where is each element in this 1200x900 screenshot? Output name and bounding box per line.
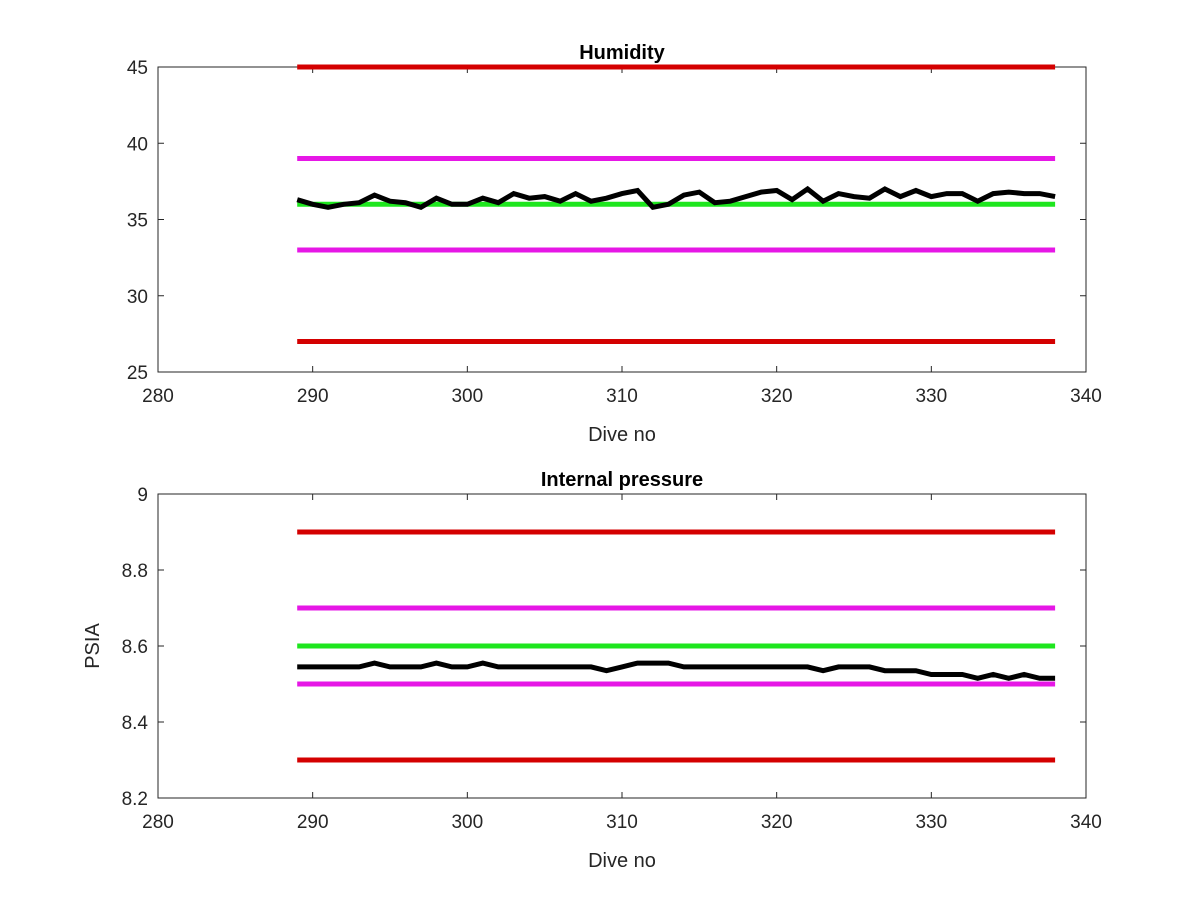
humidity-chart: 280 290 300 310 320 330 340 25 30 35 40 45 Humidity D… bbox=[127, 42, 1102, 446]
x-tick-label: 310 bbox=[606, 812, 638, 833]
y-tick-label: 40 bbox=[127, 134, 148, 155]
y-tick-label: 35 bbox=[127, 211, 148, 232]
y-tick-label: 30 bbox=[127, 287, 148, 308]
x-tick-label: 290 bbox=[297, 386, 329, 407]
plot-area bbox=[157, 66, 1087, 373]
y-tick-label: 9 bbox=[137, 485, 148, 506]
x-tick-label: 330 bbox=[915, 386, 947, 407]
y-tick-label: 8.2 bbox=[122, 789, 148, 810]
y-tick-label: 25 bbox=[127, 363, 148, 384]
x-tick-label: 340 bbox=[1070, 812, 1102, 833]
x-axis-label: Dive no bbox=[588, 850, 656, 872]
y-tick-label: 8.6 bbox=[122, 637, 148, 658]
x-tick-label: 330 bbox=[915, 812, 947, 833]
chart-title: Humidity bbox=[579, 42, 665, 64]
y-tick-label: 45 bbox=[127, 58, 148, 79]
x-tick-label: 290 bbox=[297, 812, 329, 833]
x-tick-label: 300 bbox=[451, 812, 483, 833]
series-line-5 bbox=[296, 185, 1056, 211]
x-axis-label: Dive no bbox=[588, 424, 656, 446]
series-line-5 bbox=[297, 660, 1056, 681]
x-tick-label: 280 bbox=[142, 386, 174, 407]
chart-title: Internal pressure bbox=[541, 469, 703, 491]
internal-pressure-chart: 280 290 300 310 320 330 340 8.2 8.4 8.6 8.8 9 Intern… bbox=[82, 469, 1102, 872]
x-tick-label: 280 bbox=[142, 812, 174, 833]
x-tick-label: 300 bbox=[451, 386, 483, 407]
x-tick-label: 320 bbox=[761, 812, 793, 833]
y-tick-label: 8.8 bbox=[122, 561, 148, 582]
x-tick-label: 320 bbox=[761, 386, 793, 407]
x-tick-label: 340 bbox=[1070, 386, 1102, 407]
y-tick-label: 8.4 bbox=[122, 713, 149, 734]
x-tick-label: 310 bbox=[606, 386, 638, 407]
y-axis-label: PSIA bbox=[82, 623, 104, 669]
